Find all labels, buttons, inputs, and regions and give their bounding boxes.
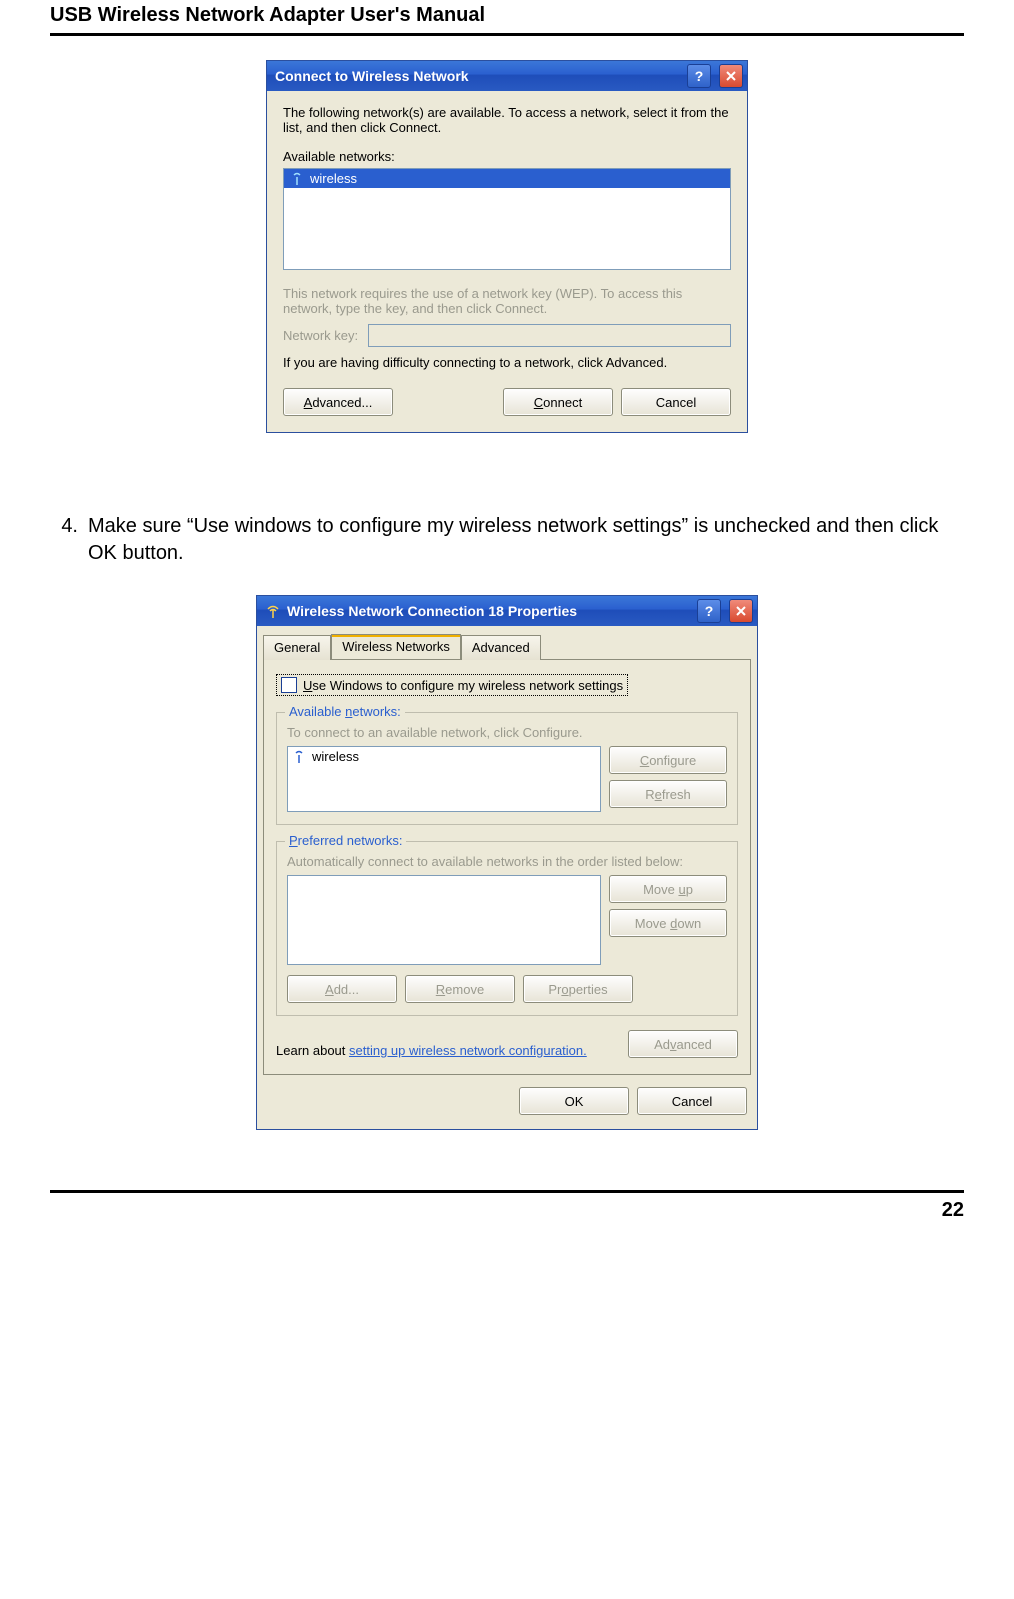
configure-button[interactable]: Configure — [609, 746, 727, 774]
cancel-button-2[interactable]: Cancel — [637, 1087, 747, 1115]
close-icon[interactable] — [719, 64, 743, 88]
preferred-hint: Automatically connect to available netwo… — [287, 854, 727, 869]
preferred-list[interactable] — [287, 875, 601, 965]
connect-dialog: Connect to Wireless Network ? The follow… — [266, 60, 748, 433]
use-windows-checkbox-row[interactable]: Use Windows to configure my wireless net… — [276, 674, 628, 696]
advanced-button-2[interactable]: Advanced — [628, 1030, 738, 1058]
properties-title: Wireless Network Connection 18 Propertie… — [287, 603, 577, 619]
antenna-icon — [292, 750, 306, 764]
available-list[interactable]: wireless — [287, 746, 601, 812]
document-header: USB Wireless Network Adapter User's Manu… — [50, 0, 964, 36]
preferred-networks-group: Preferred networks: Automatically connec… — [276, 841, 738, 1016]
tab-advanced[interactable]: Advanced — [461, 635, 541, 660]
available-list-item[interactable]: wireless — [292, 749, 596, 764]
step-number: 4. — [50, 513, 78, 567]
step-4: 4. Make sure “Use windows to configure m… — [50, 513, 964, 567]
properties-titlebar: Wireless Network Connection 18 Propertie… — [257, 596, 757, 626]
available-networks-label: Available networks: — [283, 149, 731, 164]
network-name: wireless — [310, 171, 357, 186]
learn-text: Learn about setting up wireless network … — [276, 1043, 587, 1058]
learn-link[interactable]: setting up wireless network configuratio… — [349, 1043, 587, 1058]
step-body: Make sure “Use windows to configure my w… — [88, 513, 964, 567]
advanced-button[interactable]: Advanced... — [283, 388, 393, 416]
close-icon[interactable] — [729, 599, 753, 623]
move-down-button[interactable]: Move down — [609, 909, 727, 937]
available-networks-group: Available networks: To connect to an ava… — [276, 712, 738, 825]
advanced-button-rest: dvanced... — [312, 395, 372, 410]
wep-note: This network requires the use of a netwo… — [283, 286, 731, 316]
move-up-button[interactable]: Move up — [609, 875, 727, 903]
connect-button-rest: onnect — [543, 395, 582, 410]
network-key-input — [368, 324, 731, 347]
page-number: 22 — [50, 1193, 964, 1242]
use-windows-checkbox[interactable] — [281, 677, 297, 693]
network-list-item[interactable]: wireless — [284, 169, 730, 188]
properties-button[interactable]: Properties — [523, 975, 633, 1003]
antenna-icon — [290, 172, 304, 186]
connect-intro-text: The following network(s) are available. … — [283, 105, 731, 135]
available-networks-list[interactable]: wireless — [283, 168, 731, 270]
connect-dialog-titlebar: Connect to Wireless Network ? — [267, 61, 747, 91]
wireless-icon — [265, 603, 281, 619]
tab-wireless-networks[interactable]: Wireless Networks — [331, 634, 461, 659]
tab-strip: General Wireless Networks Advanced — [257, 626, 757, 659]
add-button[interactable]: Add... — [287, 975, 397, 1003]
tab-general[interactable]: General — [263, 635, 331, 660]
properties-dialog: Wireless Network Connection 18 Propertie… — [256, 595, 758, 1130]
network-key-label: Network key: — [283, 328, 358, 343]
remove-button[interactable]: Remove — [405, 975, 515, 1003]
connect-button[interactable]: Connect — [503, 388, 613, 416]
ok-button[interactable]: OK — [519, 1087, 629, 1115]
available-item-label: wireless — [312, 749, 359, 764]
help-icon[interactable]: ? — [687, 64, 711, 88]
preferred-group-title: Preferred networks: — [285, 833, 406, 848]
tab-panel-wireless: Use Windows to configure my wireless net… — [263, 659, 751, 1075]
available-group-title: Available networks: — [285, 704, 405, 719]
help-icon[interactable]: ? — [697, 599, 721, 623]
difficulty-note: If you are having difficulty connecting … — [283, 355, 731, 370]
cancel-button[interactable]: Cancel — [621, 388, 731, 416]
connect-dialog-title: Connect to Wireless Network — [275, 68, 469, 84]
refresh-button[interactable]: Refresh — [609, 780, 727, 808]
use-windows-checkbox-label: Use Windows to configure my wireless net… — [303, 678, 623, 693]
available-hint: To connect to an available network, clic… — [287, 725, 727, 740]
